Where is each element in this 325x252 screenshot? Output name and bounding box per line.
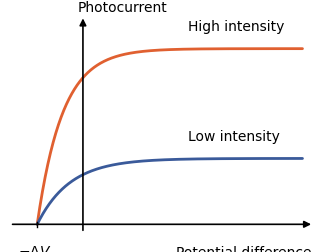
Text: $-\Delta V_s$: $-\Delta V_s$ [19, 244, 56, 252]
Text: Low intensity: Low intensity [188, 130, 280, 144]
Text: Potential difference: Potential difference [176, 244, 312, 252]
Text: High intensity: High intensity [188, 20, 284, 34]
Text: Photocurrent: Photocurrent [77, 2, 167, 15]
